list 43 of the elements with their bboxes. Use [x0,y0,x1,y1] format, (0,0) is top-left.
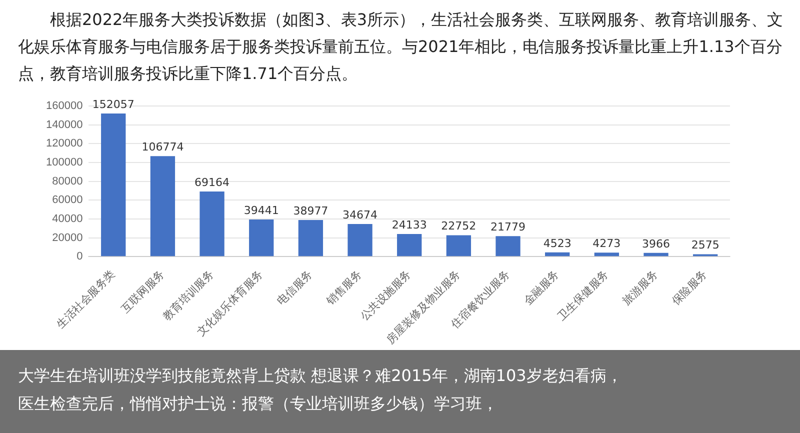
data-label: 21779 [490,220,526,234]
x-tick-label: 旅游服务 [620,267,660,308]
chart-title: 根据2022年服务大类投诉数据（如图3、表3所示），生活社会服务类、互联网服务、教育培训服务、文化娱乐体育服务与电信服务居于服务类投诉量前五位。与2021年相比，电信服务投诉量比重上升1.13个百分点，教育培训服务投诉比重下降1.71个百分点。 [18,9,784,85]
y-tick-label: 60000 [52,194,83,206]
data-label: 2575 [691,238,720,252]
x-tick-label: 金融服务 [522,268,562,308]
bar [150,156,176,256]
y-tick-label: 0 [76,250,83,263]
bar [298,220,324,256]
data-label: 4273 [592,237,621,250]
x-tick-label: 销售服务 [324,268,364,308]
bar [594,252,620,256]
data-label: 24133 [392,218,427,232]
bar [446,235,472,256]
y-tick-label: 120000 [46,138,83,150]
text: 医生检查完后，悄悄对护士说：报警（专业培训班多少钱）学习班， [18,393,499,415]
data-label: 34674 [342,208,378,222]
y-tick-label: 40000 [52,213,83,226]
bar [348,224,372,256]
bar [496,236,520,256]
data-label: 3966 [642,237,670,250]
y-tick-label: 20000 [52,232,83,244]
bar [397,234,422,256]
data-label: 39441 [244,204,279,217]
data-label: 152057 [92,98,134,111]
bar [249,220,274,256]
bar [200,192,224,256]
bar [644,252,668,256]
bar [101,113,126,256]
bar [545,252,570,256]
data-label: 69164 [194,176,230,189]
x-tick-label: 生活社会服务类 [54,267,118,332]
x-tick-label: 电信服务 [274,267,315,308]
x-tick-label: 保险服务 [670,268,710,308]
y-tick-label: 80000 [52,175,83,188]
y-tick-label: 100000 [46,156,83,169]
data-label: 22752 [441,220,476,233]
data-label: 106774 [142,140,184,154]
y-tick-label: 160000 [46,100,83,112]
data-label: 4523 [543,236,572,250]
data-label: 38977 [293,204,328,218]
text: 大学生在培训班没学到技能竟然背上贷款 想退课？难2015年，湖南103岁老妇看病， [18,365,624,387]
y-tick-label: 140000 [46,118,83,131]
